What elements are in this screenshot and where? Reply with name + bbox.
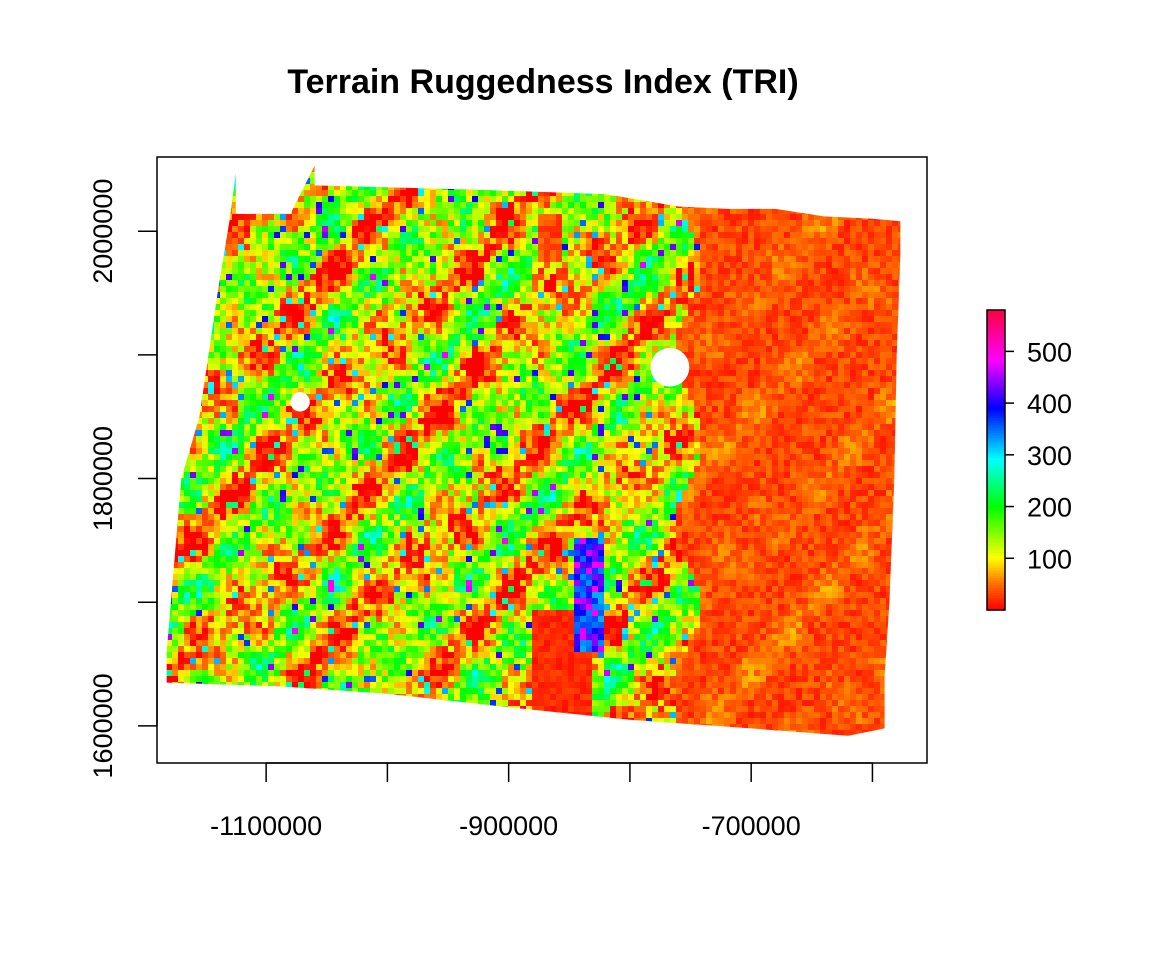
x-axis: -1100000 -900000 -700000 [210, 762, 874, 841]
chart-title: Terrain Ruggedness Index (TRI) [287, 63, 798, 101]
colorbar-tick-label: 300 [1027, 441, 1072, 471]
y-tick-label: 1600000 [88, 673, 118, 778]
colorbar-frame [986, 309, 1006, 611]
colorbar-legend: 100 200 300 400 500 [986, 309, 1072, 611]
colorbar-tick-label: 100 [1027, 544, 1072, 574]
nodata-hole [650, 347, 690, 387]
x-tick-label: -700000 [702, 811, 801, 841]
y-tick-label: 2000000 [88, 179, 118, 284]
colorbar-tick-label: 500 [1027, 337, 1072, 367]
x-tick-label: -1100000 [210, 811, 322, 841]
x-tick-label: -900000 [459, 811, 558, 841]
colorbar-tick-label: 400 [1027, 389, 1072, 419]
nodata-holes [290, 347, 690, 412]
y-axis: 1600000 1800000 2000000 [88, 179, 158, 778]
raster-layer [166, 165, 901, 736]
nodata-hole [290, 392, 310, 412]
colorbar-tick-label: 200 [1027, 493, 1072, 523]
y-tick-label: 1800000 [88, 426, 118, 531]
